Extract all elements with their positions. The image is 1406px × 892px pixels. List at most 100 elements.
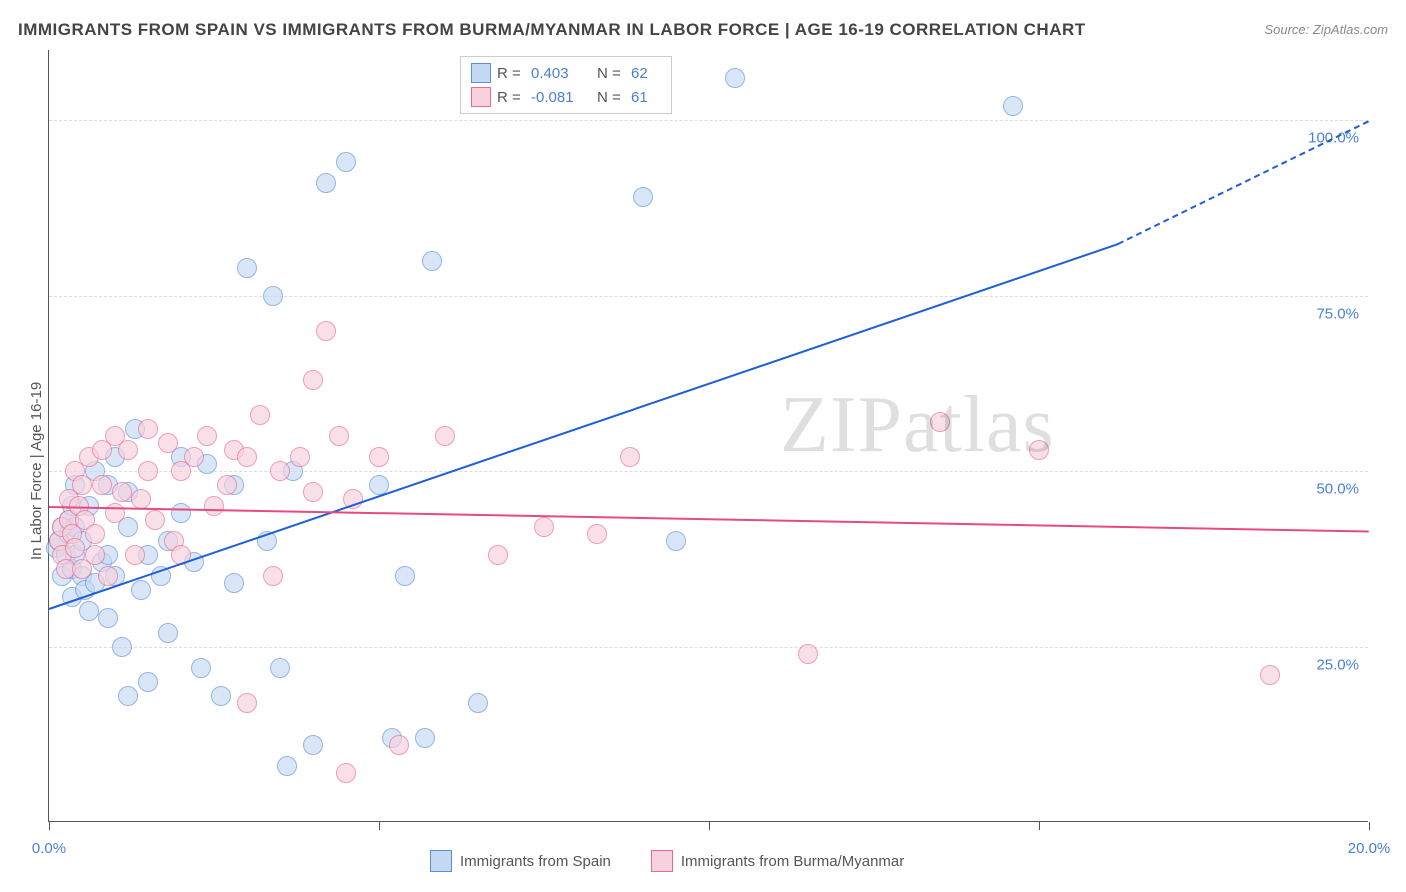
- legend-item: Immigrants from Burma/Myanmar: [651, 850, 904, 872]
- x-tick-label: 20.0%: [1348, 840, 1391, 857]
- data-point: [329, 426, 349, 446]
- series-legend: Immigrants from Spain Immigrants from Bur…: [430, 850, 904, 872]
- legend-series-name: Immigrants from Burma/Myanmar: [681, 853, 904, 870]
- data-point: [633, 187, 653, 207]
- legend-swatch: [430, 850, 452, 872]
- legend-n-label: N =: [597, 65, 625, 82]
- legend-n-value: 62: [631, 65, 661, 82]
- data-point: [798, 644, 818, 664]
- data-point: [125, 545, 145, 565]
- data-point: [263, 286, 283, 306]
- legend-r-label: R =: [497, 89, 525, 106]
- gridline: [49, 296, 1368, 297]
- data-point: [303, 370, 323, 390]
- source-label: Source: ZipAtlas.com: [1264, 22, 1388, 37]
- data-point: [422, 251, 442, 271]
- data-point: [85, 524, 105, 544]
- data-point: [237, 447, 257, 467]
- data-point: [1029, 440, 1049, 460]
- data-point: [112, 637, 132, 657]
- data-point: [389, 735, 409, 755]
- data-point: [92, 475, 112, 495]
- data-point: [270, 658, 290, 678]
- x-tick: [379, 822, 380, 830]
- data-point: [118, 440, 138, 460]
- data-point: [290, 447, 310, 467]
- data-point: [138, 461, 158, 481]
- data-point: [197, 426, 217, 446]
- data-point: [316, 321, 336, 341]
- regression-line: [49, 506, 1369, 533]
- x-tick: [1039, 822, 1040, 830]
- data-point: [237, 258, 257, 278]
- data-point: [303, 482, 323, 502]
- data-point: [725, 68, 745, 88]
- data-point: [534, 517, 554, 537]
- data-point: [131, 580, 151, 600]
- legend-item: Immigrants from Spain: [430, 850, 611, 872]
- data-point: [303, 735, 323, 755]
- legend-n-label: N =: [597, 89, 625, 106]
- data-point: [171, 503, 191, 523]
- data-point: [138, 419, 158, 439]
- legend-series-name: Immigrants from Spain: [460, 853, 611, 870]
- data-point: [72, 475, 92, 495]
- data-point: [620, 447, 640, 467]
- legend-stat-row: R = -0.081 N = 61: [471, 85, 661, 109]
- data-point: [98, 608, 118, 628]
- correlation-legend: R = 0.403 N = 62 R = -0.081 N = 61: [460, 56, 672, 114]
- data-point: [263, 566, 283, 586]
- plot-area: 25.0%50.0%75.0%100.0%0.0%20.0%: [48, 50, 1368, 822]
- data-point: [112, 482, 132, 502]
- data-point: [369, 447, 389, 467]
- data-point: [395, 566, 415, 586]
- legend-r-label: R =: [497, 65, 525, 82]
- legend-stat-row: R = 0.403 N = 62: [471, 61, 661, 85]
- legend-r-value: -0.081: [531, 89, 591, 106]
- data-point: [98, 566, 118, 586]
- data-point: [237, 693, 257, 713]
- data-point: [930, 412, 950, 432]
- data-point: [277, 756, 297, 776]
- data-point: [204, 496, 224, 516]
- data-point: [468, 693, 488, 713]
- data-point: [158, 433, 178, 453]
- data-point: [666, 531, 686, 551]
- x-tick: [1369, 822, 1370, 830]
- regression-line: [1118, 120, 1370, 245]
- data-point: [336, 763, 356, 783]
- x-tick: [709, 822, 710, 830]
- chart-title: IMMIGRANTS FROM SPAIN VS IMMIGRANTS FROM…: [18, 20, 1086, 40]
- data-point: [488, 545, 508, 565]
- data-point: [158, 623, 178, 643]
- data-point: [270, 461, 290, 481]
- data-point: [1260, 665, 1280, 685]
- data-point: [250, 405, 270, 425]
- legend-n-value: 61: [631, 89, 661, 106]
- data-point: [65, 538, 85, 558]
- y-axis-label: In Labor Force | Age 16-19: [28, 382, 45, 560]
- data-point: [1003, 96, 1023, 116]
- gridline: [49, 120, 1368, 121]
- gridline: [49, 471, 1368, 472]
- data-point: [138, 672, 158, 692]
- gridline: [49, 647, 1368, 648]
- data-point: [316, 173, 336, 193]
- x-tick-label: 0.0%: [32, 840, 66, 857]
- legend-r-value: 0.403: [531, 65, 591, 82]
- data-point: [131, 489, 151, 509]
- x-tick: [49, 822, 50, 830]
- data-point: [336, 152, 356, 172]
- legend-swatch: [651, 850, 673, 872]
- data-point: [79, 601, 99, 621]
- legend-swatch: [471, 87, 491, 107]
- data-point: [587, 524, 607, 544]
- y-tick-label: 50.0%: [1299, 481, 1359, 498]
- data-point: [85, 545, 105, 565]
- data-point: [184, 447, 204, 467]
- data-point: [118, 686, 138, 706]
- data-point: [145, 510, 165, 530]
- data-point: [435, 426, 455, 446]
- y-tick-label: 25.0%: [1299, 656, 1359, 673]
- y-tick-label: 75.0%: [1299, 305, 1359, 322]
